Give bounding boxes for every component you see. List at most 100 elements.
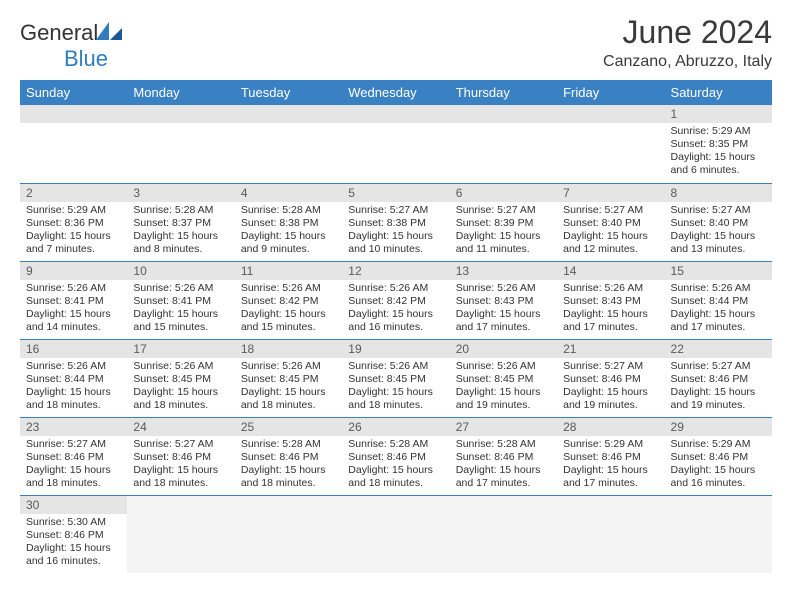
empty-daynum (557, 105, 664, 123)
day-details: Sunrise: 5:29 AMSunset: 8:35 PMDaylight:… (665, 123, 772, 182)
calendar-cell: 5Sunrise: 5:27 AMSunset: 8:38 PMDaylight… (342, 183, 449, 261)
day-number: 7 (557, 184, 664, 202)
day-details: Sunrise: 5:28 AMSunset: 8:46 PMDaylight:… (235, 436, 342, 495)
day-number: 14 (557, 262, 664, 280)
calendar-cell: 26Sunrise: 5:28 AMSunset: 8:46 PMDayligh… (342, 417, 449, 495)
empty-daynum (450, 105, 557, 123)
calendar-cell (342, 105, 449, 183)
calendar-cell: 28Sunrise: 5:29 AMSunset: 8:46 PMDayligh… (557, 417, 664, 495)
empty-daynum (342, 105, 449, 123)
day-details: Sunrise: 5:29 AMSunset: 8:46 PMDaylight:… (557, 436, 664, 495)
day-details: Sunrise: 5:26 AMSunset: 8:43 PMDaylight:… (450, 280, 557, 339)
day-number: 30 (20, 496, 127, 514)
weekday-header: Friday (557, 80, 664, 105)
empty-daynum (127, 105, 234, 123)
weekday-header: Sunday (20, 80, 127, 105)
calendar-cell: 21Sunrise: 5:27 AMSunset: 8:46 PMDayligh… (557, 339, 664, 417)
calendar-cell (127, 495, 234, 573)
day-details: Sunrise: 5:27 AMSunset: 8:40 PMDaylight:… (557, 202, 664, 261)
calendar-cell (235, 105, 342, 183)
calendar-cell: 2Sunrise: 5:29 AMSunset: 8:36 PMDaylight… (20, 183, 127, 261)
day-details: Sunrise: 5:27 AMSunset: 8:46 PMDaylight:… (557, 358, 664, 417)
day-number: 27 (450, 418, 557, 436)
calendar-cell: 18Sunrise: 5:26 AMSunset: 8:45 PMDayligh… (235, 339, 342, 417)
calendar-cell: 7Sunrise: 5:27 AMSunset: 8:40 PMDaylight… (557, 183, 664, 261)
day-details: Sunrise: 5:27 AMSunset: 8:46 PMDaylight:… (20, 436, 127, 495)
day-number: 17 (127, 340, 234, 358)
calendar-cell: 1Sunrise: 5:29 AMSunset: 8:35 PMDaylight… (665, 105, 772, 183)
day-details: Sunrise: 5:27 AMSunset: 8:46 PMDaylight:… (665, 358, 772, 417)
day-details: Sunrise: 5:30 AMSunset: 8:46 PMDaylight:… (20, 514, 127, 573)
calendar-cell: 4Sunrise: 5:28 AMSunset: 8:38 PMDaylight… (235, 183, 342, 261)
day-number: 1 (665, 105, 772, 123)
weekday-header: Monday (127, 80, 234, 105)
calendar-cell: 24Sunrise: 5:27 AMSunset: 8:46 PMDayligh… (127, 417, 234, 495)
day-details: Sunrise: 5:28 AMSunset: 8:38 PMDaylight:… (235, 202, 342, 261)
calendar-cell (342, 495, 449, 573)
day-number: 8 (665, 184, 772, 202)
day-number: 24 (127, 418, 234, 436)
day-details: Sunrise: 5:26 AMSunset: 8:45 PMDaylight:… (450, 358, 557, 417)
calendar-cell: 3Sunrise: 5:28 AMSunset: 8:37 PMDaylight… (127, 183, 234, 261)
day-details: Sunrise: 5:27 AMSunset: 8:40 PMDaylight:… (665, 202, 772, 261)
calendar-table: SundayMondayTuesdayWednesdayThursdayFrid… (20, 80, 772, 573)
calendar-cell: 6Sunrise: 5:27 AMSunset: 8:39 PMDaylight… (450, 183, 557, 261)
weekday-header: Thursday (450, 80, 557, 105)
day-number: 29 (665, 418, 772, 436)
calendar-cell (557, 105, 664, 183)
day-details: Sunrise: 5:26 AMSunset: 8:42 PMDaylight:… (342, 280, 449, 339)
day-details: Sunrise: 5:28 AMSunset: 8:46 PMDaylight:… (342, 436, 449, 495)
calendar-cell: 12Sunrise: 5:26 AMSunset: 8:42 PMDayligh… (342, 261, 449, 339)
day-number: 25 (235, 418, 342, 436)
day-number: 11 (235, 262, 342, 280)
day-number: 9 (20, 262, 127, 280)
calendar-cell: 30Sunrise: 5:30 AMSunset: 8:46 PMDayligh… (20, 495, 127, 573)
day-number: 19 (342, 340, 449, 358)
calendar-cell (665, 495, 772, 573)
day-number: 10 (127, 262, 234, 280)
day-number: 16 (20, 340, 127, 358)
calendar-cell: 20Sunrise: 5:26 AMSunset: 8:45 PMDayligh… (450, 339, 557, 417)
calendar-body: 1Sunrise: 5:29 AMSunset: 8:35 PMDaylight… (20, 105, 772, 573)
calendar-cell (450, 105, 557, 183)
calendar-cell: 9Sunrise: 5:26 AMSunset: 8:41 PMDaylight… (20, 261, 127, 339)
day-details: Sunrise: 5:26 AMSunset: 8:44 PMDaylight:… (20, 358, 127, 417)
calendar-header-row: SundayMondayTuesdayWednesdayThursdayFrid… (20, 80, 772, 105)
day-details: Sunrise: 5:26 AMSunset: 8:42 PMDaylight:… (235, 280, 342, 339)
day-details: Sunrise: 5:28 AMSunset: 8:37 PMDaylight:… (127, 202, 234, 261)
day-number: 5 (342, 184, 449, 202)
calendar-cell: 17Sunrise: 5:26 AMSunset: 8:45 PMDayligh… (127, 339, 234, 417)
day-number: 15 (665, 262, 772, 280)
title-block: June 2024 Canzano, Abruzzo, Italy (603, 14, 772, 71)
weekday-header: Tuesday (235, 80, 342, 105)
calendar-cell (127, 105, 234, 183)
calendar-cell: 8Sunrise: 5:27 AMSunset: 8:40 PMDaylight… (665, 183, 772, 261)
day-details: Sunrise: 5:26 AMSunset: 8:43 PMDaylight:… (557, 280, 664, 339)
day-number: 3 (127, 184, 234, 202)
day-number: 21 (557, 340, 664, 358)
empty-daynum (20, 105, 127, 123)
brand-logo: GeneralBlue (20, 20, 122, 72)
calendar-cell: 19Sunrise: 5:26 AMSunset: 8:45 PMDayligh… (342, 339, 449, 417)
page-subtitle: Canzano, Abruzzo, Italy (603, 53, 772, 71)
day-number: 4 (235, 184, 342, 202)
weekday-header: Wednesday (342, 80, 449, 105)
calendar-cell (20, 105, 127, 183)
page-header: GeneralBlue June 2024 Canzano, Abruzzo, … (20, 14, 772, 72)
empty-daynum (235, 105, 342, 123)
day-number: 18 (235, 340, 342, 358)
calendar-cell (235, 495, 342, 573)
day-details: Sunrise: 5:26 AMSunset: 8:44 PMDaylight:… (665, 280, 772, 339)
day-details: Sunrise: 5:26 AMSunset: 8:41 PMDaylight:… (127, 280, 234, 339)
calendar-cell: 27Sunrise: 5:28 AMSunset: 8:46 PMDayligh… (450, 417, 557, 495)
day-number: 23 (20, 418, 127, 436)
calendar-cell: 29Sunrise: 5:29 AMSunset: 8:46 PMDayligh… (665, 417, 772, 495)
calendar-cell (450, 495, 557, 573)
page-title: June 2024 (603, 14, 772, 51)
day-details: Sunrise: 5:26 AMSunset: 8:45 PMDaylight:… (342, 358, 449, 417)
day-number: 22 (665, 340, 772, 358)
day-details: Sunrise: 5:27 AMSunset: 8:46 PMDaylight:… (127, 436, 234, 495)
day-number: 12 (342, 262, 449, 280)
day-details: Sunrise: 5:26 AMSunset: 8:45 PMDaylight:… (235, 358, 342, 417)
day-number: 2 (20, 184, 127, 202)
